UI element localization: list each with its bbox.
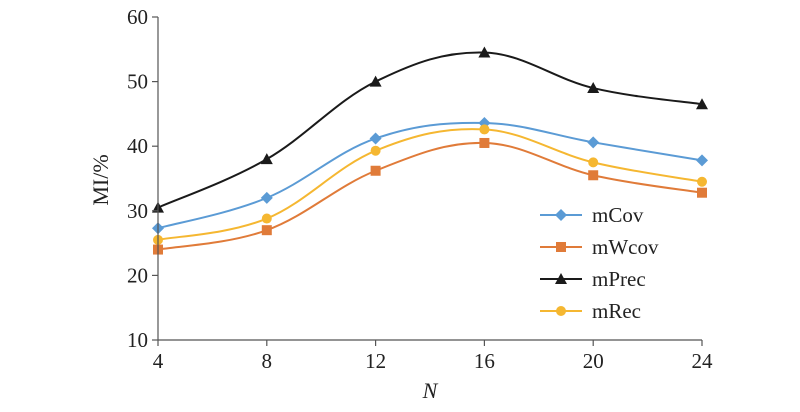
series-line: [157, 121, 703, 230]
y-tick-label: 60: [127, 5, 148, 29]
legend-label: mWcov: [592, 235, 659, 259]
data-point: [588, 157, 599, 168]
y-tick-label: 50: [127, 70, 148, 94]
y-tick-label: 30: [127, 199, 148, 223]
data-point: [478, 46, 491, 58]
x-tick-label: 16: [474, 349, 495, 373]
data-point: [587, 82, 600, 94]
x-tick-label: 8: [262, 349, 273, 373]
x-tick-label: 24: [692, 349, 714, 373]
legend-marker: [555, 209, 567, 221]
legend-marker: [556, 242, 566, 252]
x-tick-label: 20: [583, 349, 604, 373]
series-mrec: [153, 124, 707, 245]
legend-item: mCov: [540, 203, 644, 227]
axes: 10 20 30 40 50 60 4 8 12 16 20 24: [127, 5, 713, 373]
series-line: [157, 51, 703, 209]
y-tick-label: 40: [127, 134, 148, 158]
legend-marker: [556, 306, 566, 316]
data-point: [369, 75, 382, 87]
data-point: [370, 145, 381, 156]
y-tick-label: 10: [127, 328, 148, 352]
plot-area: [152, 46, 708, 255]
series-line: [157, 141, 703, 251]
legend-item: mWcov: [540, 235, 659, 259]
legend: mCov mWcov mPrec mRec: [540, 203, 659, 323]
series-line: [157, 128, 703, 241]
legend-marker: [555, 273, 567, 284]
data-point: [588, 170, 599, 181]
data-point: [261, 213, 272, 224]
data-point: [697, 187, 707, 198]
data-point: [260, 191, 273, 204]
y-axis-title: MI/%: [88, 154, 113, 205]
legend-label: mPrec: [592, 267, 646, 291]
x-tick-label: 12: [365, 349, 386, 373]
y-tick-label: 20: [127, 263, 148, 287]
x-tick-label: 4: [153, 349, 164, 373]
series-mprec: [152, 46, 708, 213]
data-point: [369, 132, 382, 145]
legend-item: mPrec: [540, 267, 646, 291]
legend-item: mRec: [540, 299, 641, 323]
data-point: [370, 165, 381, 176]
data-point: [261, 225, 272, 236]
data-point: [697, 176, 707, 187]
data-point: [696, 154, 708, 167]
legend-label: mCov: [592, 203, 644, 227]
legend-label: mRec: [592, 299, 641, 323]
data-point: [260, 153, 273, 165]
data-point: [696, 98, 708, 110]
data-point: [479, 137, 490, 148]
data-point: [587, 136, 600, 149]
data-point: [479, 124, 490, 135]
x-axis-title: N: [422, 378, 439, 403]
series-mcov: [152, 116, 708, 235]
